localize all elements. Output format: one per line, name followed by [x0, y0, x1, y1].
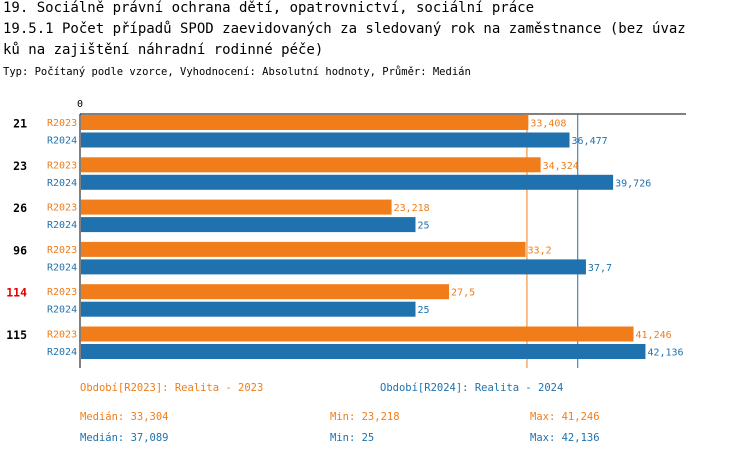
- series-label-r2023-115: R2023: [47, 330, 77, 341]
- series-label-r2024-26: R2024: [47, 220, 77, 231]
- stat-min-r2023: Min: 23,218: [330, 411, 400, 423]
- series-label-r2024-23: R2024: [47, 178, 77, 189]
- chart-title-line-1: 19. Sociálně právní ochrana dětí, opatro…: [3, 0, 535, 16]
- bar-r2024-115: [81, 344, 646, 359]
- data-label-r2024-26: 25: [418, 221, 430, 232]
- category-label-115: 115: [6, 328, 27, 342]
- data-label-r2023-114: 27,5: [451, 288, 475, 299]
- series-label-r2023-96: R2023: [47, 245, 77, 256]
- data-label-r2023-115: 41,246: [636, 330, 672, 341]
- bar-r2024-21: [81, 132, 570, 148]
- bar-r2024-96: [81, 259, 586, 275]
- bar-r2024-114: [81, 301, 416, 317]
- category-label-26: 26: [13, 201, 27, 215]
- chart-subtitle: Typ: Počítaný podle vzorce, Vyhodnocení:…: [3, 66, 471, 78]
- bar-r2023-21: [81, 115, 529, 130]
- data-label-r2023-23: 34,324: [543, 161, 579, 172]
- x-axis-zero-label: 0: [77, 99, 83, 110]
- series-label-r2023-26: R2023: [47, 203, 77, 214]
- data-label-r2023-21: 33,408: [530, 119, 566, 130]
- data-label-r2024-23: 39,726: [615, 178, 651, 189]
- series-label-r2024-96: R2024: [47, 262, 77, 273]
- legend-r2023: Období[R2023]: Realita - 2023: [80, 382, 264, 394]
- category-label-96: 96: [13, 243, 27, 257]
- series-label-r2024-114: R2024: [47, 305, 77, 316]
- stat-median-r2023: Medián: 33,304: [80, 411, 169, 423]
- series-label-r2023-114: R2023: [47, 287, 77, 298]
- category-label-21: 21: [13, 117, 27, 131]
- category-label-114: 114: [6, 286, 27, 300]
- bar-r2024-26: [81, 217, 416, 233]
- data-label-r2024-114: 25: [418, 305, 430, 316]
- data-label-r2023-26: 23,218: [394, 203, 430, 214]
- stat-min-r2024: Min: 25: [330, 432, 375, 444]
- stat-max-r2024: Max: 42,136: [530, 432, 600, 444]
- data-label-r2024-115: 42,136: [647, 348, 683, 359]
- chart-title-line-2: 19.5.1 Počet případů SPOD zaevidovaných …: [3, 21, 686, 37]
- series-label-r2023-23: R2023: [47, 160, 77, 171]
- stat-median-r2024: Medián: 37,089: [80, 432, 169, 444]
- bar-r2023-26: [81, 199, 392, 215]
- series-label-r2024-21: R2024: [47, 136, 77, 147]
- data-label-r2024-96: 37,7: [588, 263, 612, 274]
- bar-r2023-114: [81, 284, 450, 300]
- legend-r2024: Období[R2024]: Realita - 2024: [380, 382, 564, 394]
- stat-max-r2023: Max: 41,246: [530, 411, 600, 423]
- bar-r2023-96: [81, 241, 526, 257]
- data-label-r2023-96: 33,2: [528, 245, 552, 256]
- series-label-r2023-21: R2023: [47, 118, 77, 129]
- category-label-23: 23: [13, 159, 27, 173]
- chart-title-line-3: ků na zajištění náhradní rodinné péče): [3, 42, 324, 58]
- bar-r2024-23: [81, 174, 614, 190]
- series-label-r2024-115: R2024: [47, 347, 77, 358]
- data-label-r2024-21: 36,477: [572, 136, 608, 147]
- bar-r2023-23: [81, 157, 541, 173]
- bar-r2023-115: [81, 326, 634, 342]
